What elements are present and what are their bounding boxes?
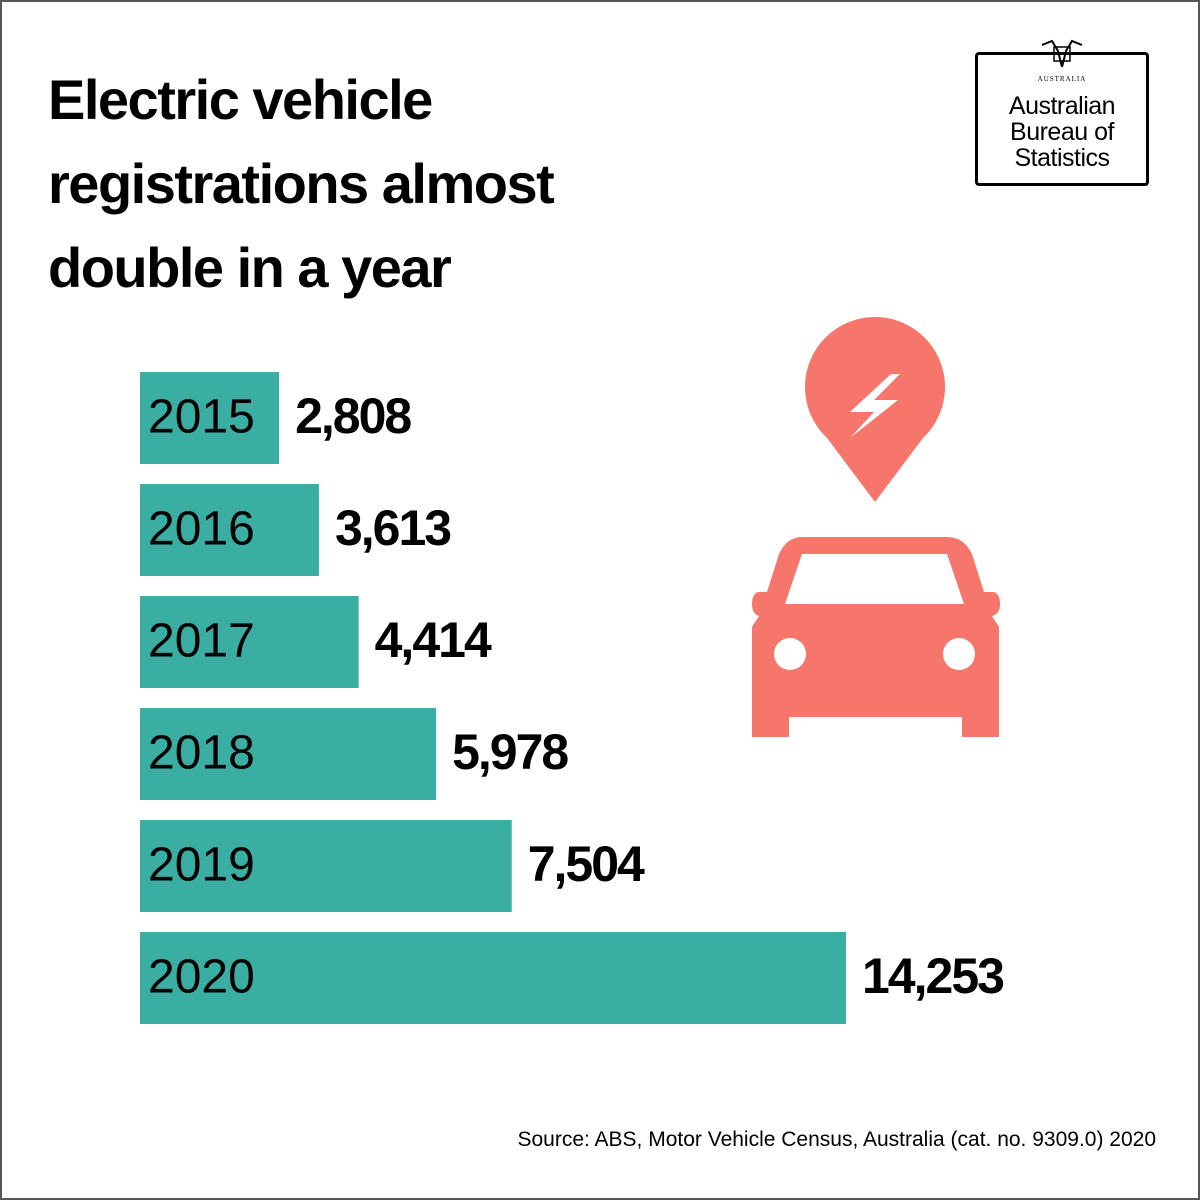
value-label: 4,414 — [375, 612, 492, 668]
category-label: 2015 — [148, 391, 255, 444]
bar — [140, 372, 280, 464]
chart-title: Electric vehicle registrations almost do… — [48, 68, 555, 299]
logo-line: Bureau of — [1010, 118, 1114, 146]
logo-name: Australian Bureau of Statistics — [978, 93, 1146, 171]
value-label: 14,253 — [862, 948, 1003, 1004]
bar — [140, 596, 359, 688]
crest-label: AUSTRALIA — [1037, 75, 1087, 83]
value-label: 7,504 — [528, 836, 645, 892]
category-label: 2018 — [148, 727, 255, 780]
category-label: 2016 — [148, 503, 255, 556]
bar — [140, 484, 319, 576]
value-label: 2,808 — [295, 388, 411, 444]
ev-icon — [752, 316, 1000, 737]
category-label: 2017 — [148, 615, 255, 668]
bar — [140, 820, 512, 912]
category-label: 2019 — [148, 839, 255, 892]
bar — [140, 708, 437, 800]
value-label: 5,978 — [452, 724, 568, 780]
crest — [1041, 39, 1083, 67]
source-note: Source: ABS, Motor Vehicle Census, Austr… — [517, 1128, 1156, 1151]
logo-line: Australian — [1008, 92, 1116, 120]
category-label: 2020 — [148, 951, 255, 1004]
bar — [140, 932, 846, 1024]
logo-line: Statistics — [1014, 144, 1110, 172]
logo: AUSTRALIA Australian Bureau of Statistic… — [975, 39, 1149, 186]
value-label: 3,613 — [335, 500, 450, 556]
